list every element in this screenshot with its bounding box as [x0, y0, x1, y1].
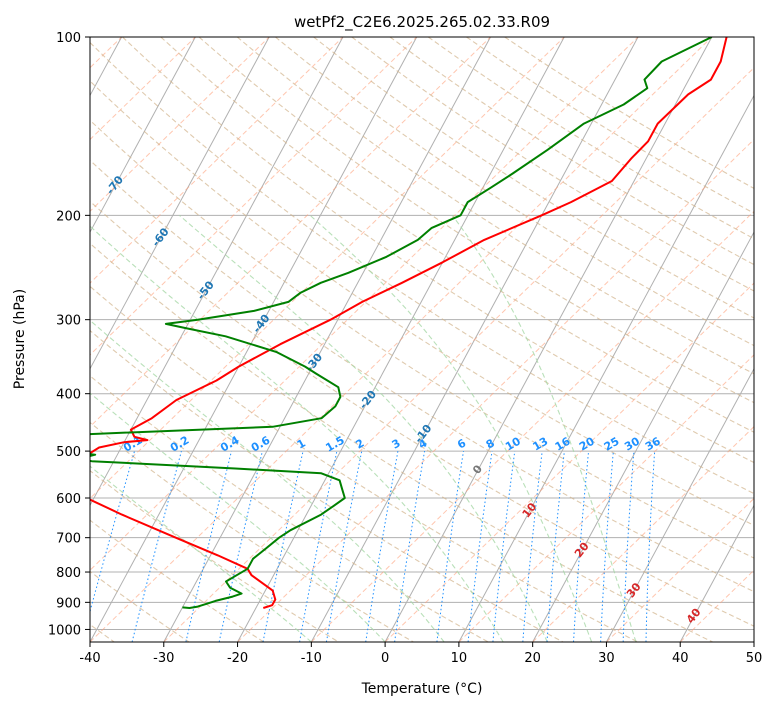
x-tick-label: 0 — [381, 651, 389, 666]
y-tick-label: 900 — [56, 596, 81, 611]
dry-adiabat — [90, 200, 754, 627]
x-tick-label: 10 — [451, 651, 468, 666]
dewpoint-line — [90, 37, 713, 609]
mixing-ratio-line — [185, 450, 232, 642]
dashed-guide-line — [310, 210, 754, 642]
dry-adiabat — [275, 37, 754, 347]
dashed-guide-line — [458, 354, 754, 642]
mixing-ratio-line — [394, 451, 426, 642]
dashed-guide-line — [163, 67, 754, 642]
dry-adiabat — [90, 159, 754, 593]
plot-area: 0.10.20.40.611.52346810131620253036-100-… — [90, 37, 754, 642]
y-tick-label: 700 — [56, 532, 81, 547]
dry-adiabat — [90, 469, 339, 642]
dashed-guide-line — [606, 497, 754, 642]
mixing-ratio-line — [546, 451, 565, 642]
y-tick-label: 400 — [56, 388, 81, 403]
dry-adiabat — [90, 375, 489, 642]
chart-title: wetPf2_C2E6.2025.265.02.33.R09 — [294, 13, 550, 32]
x-axis-label: Temperature (°C) — [361, 681, 483, 697]
mixing-ratio-line — [90, 450, 135, 614]
mixing-ratio-line — [436, 451, 464, 642]
mixing-ratio-line — [492, 451, 516, 642]
y-axis-label: Pressure (hPa) — [12, 289, 28, 389]
axes: -40 -30 -20 -10 0 10 20 30 40 50 100 200 300 400 500 60… — [48, 31, 762, 666]
dry-adiabat — [90, 80, 754, 526]
x-tick-label: -40 — [79, 651, 100, 666]
y-tick-label: 1000 — [48, 623, 81, 638]
temperature-line — [90, 37, 728, 609]
dashed-guide-line — [90, 37, 491, 428]
dashed-guide-line — [90, 37, 344, 284]
dashed-guide-line — [90, 37, 713, 642]
isotherm-gridline — [90, 37, 196, 234]
isotherm-gridline — [606, 367, 754, 642]
dry-adiabat — [90, 242, 713, 642]
dry-adiabat — [90, 119, 754, 559]
dry-adiabat — [90, 519, 265, 642]
x-tick-label: -20 — [227, 651, 248, 666]
moist-adiabat — [179, 214, 548, 642]
dry-adiabat — [90, 285, 639, 642]
mixing-ratio-line — [467, 451, 493, 642]
moist-adiabat — [90, 225, 504, 642]
y-tick-label: 200 — [56, 209, 81, 224]
mixing-ratio-line — [522, 451, 543, 642]
y-tick-label: 300 — [56, 314, 81, 329]
dry-adiabat — [90, 329, 564, 642]
dry-adiabat — [90, 570, 190, 642]
mixing-ratio-line — [573, 451, 590, 642]
y-tick-label: 100 — [56, 31, 81, 46]
dashed-guide-line — [384, 282, 754, 642]
x-tick-label: 30 — [598, 651, 615, 666]
dashed-guide-line — [90, 37, 196, 141]
dashed-guide-line — [90, 37, 418, 356]
dry-adiabat — [122, 37, 754, 464]
moist-adiabat — [90, 319, 445, 642]
y-tick-label: 500 — [56, 445, 81, 460]
dashed-guide-line — [90, 37, 565, 500]
mixing-ratio-line — [262, 450, 304, 642]
x-tick-label: -10 — [301, 651, 322, 666]
isotherm-gridline — [679, 504, 754, 642]
mixing-ratio-line — [131, 450, 182, 642]
dry-adiabat — [90, 41, 754, 495]
moist-adiabat — [90, 392, 386, 642]
dashed-guide-line — [532, 425, 754, 642]
y-tick-label: 800 — [56, 566, 81, 581]
moist-adiabat — [309, 214, 593, 642]
x-tick-label: 20 — [524, 651, 541, 666]
x-tick-label: 50 — [746, 651, 763, 666]
dry-adiabat — [236, 37, 754, 375]
y-tick-label: 600 — [56, 492, 81, 507]
x-tick-label: -30 — [153, 651, 174, 666]
x-tick-label: 40 — [672, 651, 689, 666]
dashed-guide-line — [90, 37, 639, 571]
moist-adiabat — [451, 214, 637, 642]
dashed-guide-line — [90, 37, 270, 212]
dashed-guide-line — [237, 138, 754, 642]
moist-adiabat — [90, 465, 312, 642]
plot-frame — [89, 36, 755, 643]
